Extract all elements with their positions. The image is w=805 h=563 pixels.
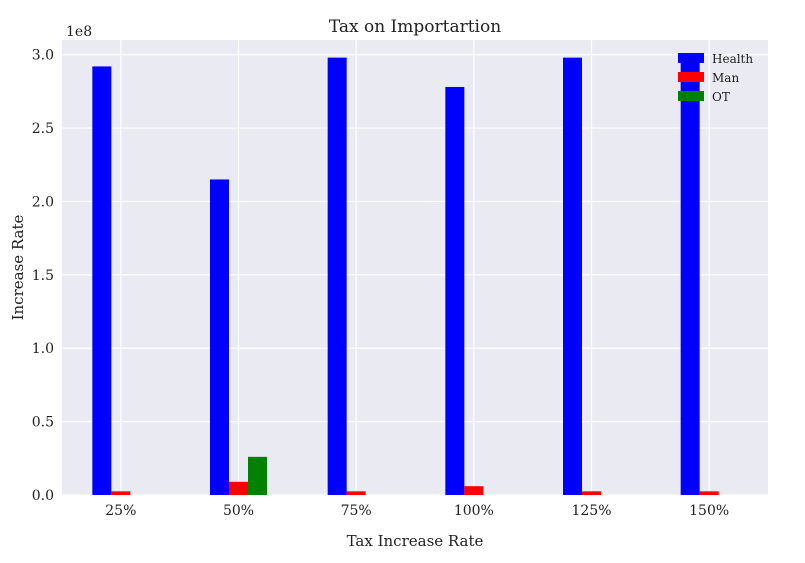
bar-health-2: [210, 179, 229, 495]
bar-man-1: [111, 491, 131, 495]
y-tick-label: 0.5: [32, 415, 54, 431]
y-axis-ticks: 0.0 0.5 1.0 1.5 2.0 2.5 3.0: [32, 48, 54, 504]
x-axis-ticks: 25% 50% 75% 100% 125% 150%: [105, 503, 729, 519]
legend-label-ot: OT: [712, 90, 730, 104]
bar-health-1: [92, 66, 112, 495]
bars: [92, 54, 719, 495]
bar-health-6: [680, 54, 700, 495]
y-tick-label: 0.0: [32, 488, 54, 504]
bar-health-5: [563, 57, 582, 495]
bar-man-6: [699, 491, 719, 495]
bar-man-5: [582, 491, 601, 495]
y-tick-label: 1.5: [32, 268, 54, 284]
y-tick-label: 3.0: [32, 48, 54, 64]
legend-label-health: Health: [712, 52, 753, 66]
legend-swatch-man: [678, 72, 704, 82]
x-tick-label: 100%: [454, 503, 494, 519]
bar-health-3: [327, 57, 347, 495]
x-tick-label: 50%: [223, 503, 254, 519]
y-axis-label: Increase Rate: [9, 214, 27, 320]
bar-man-2: [229, 481, 248, 495]
bar-man-3: [346, 491, 366, 495]
legend-swatch-health: [678, 53, 704, 63]
legend: Health Man OT: [678, 52, 753, 104]
x-tick-label: 125%: [571, 503, 611, 519]
bar-health-4: [445, 86, 465, 495]
y-tick-label: 1.0: [32, 341, 54, 357]
legend-swatch-ot: [678, 91, 704, 101]
chart-title: Tax on Importartion: [329, 17, 501, 37]
x-axis-label: Tax Increase Rate: [347, 532, 484, 550]
grid: [62, 40, 768, 496]
y-tick-label: 2.5: [32, 121, 54, 137]
y-tick-label: 2.0: [32, 194, 54, 210]
bar-man-4: [464, 486, 484, 495]
x-tick-label: 75%: [341, 503, 372, 519]
x-tick-label: 25%: [105, 503, 136, 519]
bar-ot-2: [248, 456, 267, 495]
x-tick-label: 150%: [689, 503, 729, 519]
y-axis-scale-label: 1e8: [66, 24, 92, 40]
legend-label-man: Man: [712, 71, 739, 85]
plot-area: [62, 40, 768, 495]
